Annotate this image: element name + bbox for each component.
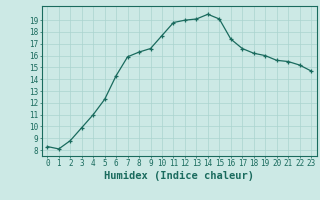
X-axis label: Humidex (Indice chaleur): Humidex (Indice chaleur): [104, 171, 254, 181]
